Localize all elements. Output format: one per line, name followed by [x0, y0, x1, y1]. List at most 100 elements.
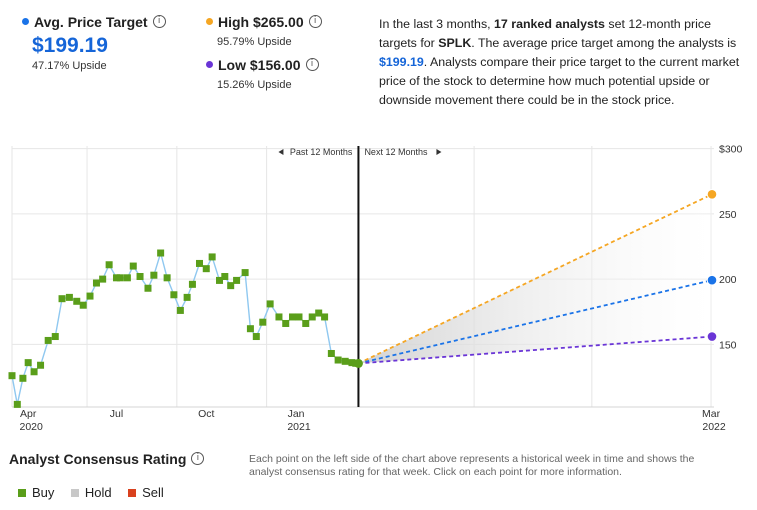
x-tick-year-label: 2021	[287, 421, 311, 433]
weekly-rating-marker	[302, 319, 310, 327]
average-target-point	[706, 274, 718, 286]
weekly-rating-marker	[136, 273, 144, 280]
weekly-rating-marker	[266, 300, 274, 308]
info-icon[interactable]: i	[305, 58, 319, 72]
legend-buy[interactable]: Buy	[18, 485, 54, 500]
weekly-rating-marker	[86, 292, 94, 300]
weekly-rating-marker	[334, 356, 342, 364]
avg-target-block: Avg. Price Target i $199.19 47.17% Upside	[22, 14, 166, 72]
info-icon[interactable]: i	[308, 15, 322, 29]
avg-target-label: Avg. Price Target	[34, 14, 148, 30]
avg-dot-icon	[22, 18, 29, 26]
weekly-rating-marker	[208, 253, 216, 261]
legend-hold[interactable]: Hold	[70, 485, 112, 500]
hold-swatch-icon	[70, 488, 79, 497]
weekly-rating-marker	[202, 265, 210, 273]
y-tick-label: 250	[719, 209, 737, 221]
weekly-rating-marker	[105, 261, 113, 269]
weekly-rating-marker	[289, 313, 297, 321]
weekly-rating-marker	[65, 293, 73, 301]
consensus-rating-header: Analyst Consensus Rating i	[9, 451, 205, 469]
weekly-rating-marker	[24, 359, 32, 367]
weekly-rating-marker	[144, 284, 152, 292]
price-history-line	[11, 250, 359, 405]
high-projection-line	[358, 193, 713, 365]
average-projection-line	[358, 279, 713, 365]
weekly-rating-marker	[123, 274, 131, 282]
x-tick-year-label: 2020	[20, 421, 44, 433]
weekly-rating-marker	[195, 259, 203, 267]
high-target-point	[706, 188, 718, 200]
weekly-rating-marker	[246, 325, 254, 333]
rating-note: Each point on the left side of the chart…	[249, 453, 695, 478]
weekly-rating-marker	[341, 357, 349, 365]
high-target-label: High $265.00	[218, 14, 304, 30]
legend-buy-label: Buy	[32, 485, 55, 500]
desc-text: . Analysts compare their price target to…	[379, 55, 740, 107]
weekly-rating-marker	[112, 274, 120, 282]
weekly-rating-marker	[58, 295, 66, 303]
weekly-rating-marker	[170, 291, 178, 299]
info-icon[interactable]: i	[152, 15, 166, 29]
legend-hold-label: Hold	[84, 485, 112, 500]
weekly-rating-marker	[321, 313, 329, 321]
weekly-rating-marker	[73, 297, 81, 305]
left-arrow-icon	[278, 149, 284, 155]
weekly-rating-marker	[188, 280, 196, 288]
next-12-months-label: Next 12 Months	[364, 147, 428, 157]
low-upside: 15.26% Upside	[217, 79, 292, 91]
desc-avg-target: $199.19	[379, 55, 424, 69]
low-dot-icon	[206, 61, 213, 69]
weekly-rating-marker	[327, 349, 335, 357]
weekly-rating-marker	[44, 336, 52, 344]
x-tick-label: Jan	[288, 408, 305, 420]
past-12-months-label: Past 12 Months	[290, 147, 353, 157]
x-tick-label: Oct	[198, 408, 214, 420]
analyst-description: In the last 3 months, 17 ranked analysts…	[379, 15, 751, 110]
weekly-rating-marker	[241, 269, 249, 277]
high-dot-icon	[206, 18, 213, 26]
right-arrow-icon	[436, 149, 442, 155]
legend-sell[interactable]: Sell	[128, 485, 164, 500]
weekly-rating-marker	[30, 368, 38, 376]
weekly-rating-marker	[176, 306, 184, 314]
desc-ticker: SPLK	[438, 36, 472, 50]
weekly-rating-marker	[348, 359, 356, 367]
consensus-rating-title: Analyst Consensus Rating	[9, 451, 187, 467]
weekly-rating-marker	[282, 319, 290, 327]
weekly-rating-marker	[150, 271, 158, 279]
weekly-rating-marker	[259, 318, 267, 326]
weekly-rating-marker	[99, 275, 107, 283]
weekly-rating-marker	[216, 276, 224, 284]
low-target-point	[706, 331, 718, 342]
weekly-rating-marker	[157, 249, 165, 257]
avg-target-value: $199.19	[32, 34, 108, 57]
weekly-rating-marker	[315, 309, 323, 317]
weekly-rating-marker	[221, 273, 229, 280]
forecast-cone	[358, 194, 712, 364]
weekly-rating-marker	[116, 274, 124, 282]
x-tick-label: Jul	[110, 408, 123, 420]
weekly-rating-marker	[308, 313, 316, 321]
x-tick-year-label: 2022	[702, 421, 726, 433]
weekly-rating-marker	[227, 282, 235, 290]
desc-text: In the last 3 months,	[379, 17, 495, 31]
weekly-rating-marker	[37, 361, 45, 369]
high-target-block: High $265.00 i 95.79% Upside	[206, 14, 322, 48]
weekly-rating-marker	[183, 293, 191, 301]
weekly-rating-marker	[275, 313, 283, 321]
weekly-rating-marker	[13, 400, 21, 408]
sell-swatch-icon	[128, 488, 137, 497]
low-target-label: Low $156.00	[218, 57, 301, 73]
weekly-rating-marker	[92, 279, 100, 287]
weekly-rating-marker	[163, 274, 171, 282]
y-tick-label: $300	[719, 144, 743, 156]
avg-upside: 47.17% Upside	[32, 60, 107, 72]
weekly-rating-marker	[8, 372, 16, 380]
rating-legend: Buy Hold Sell	[18, 484, 176, 502]
weekly-rating-marker	[295, 313, 303, 321]
weekly-rating-marker	[233, 276, 241, 284]
info-icon[interactable]: i	[191, 452, 205, 466]
desc-text: . The average price target among the ana…	[471, 36, 737, 50]
